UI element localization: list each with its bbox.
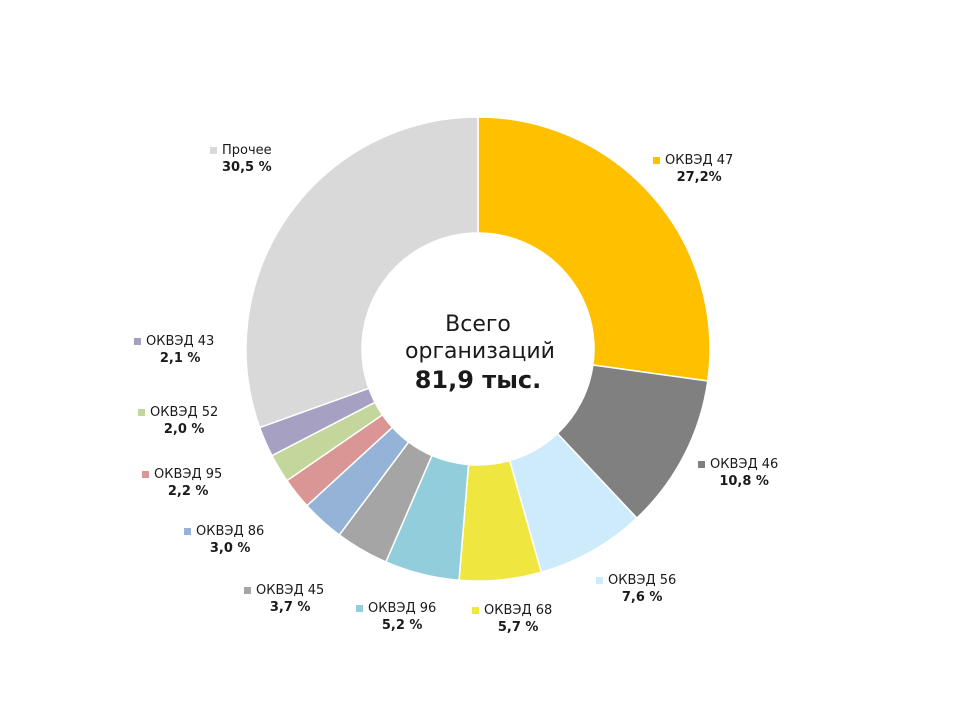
legend-swatch <box>653 157 660 164</box>
label-оквэд-43: ОКВЭД 43 2,1 % <box>134 334 214 366</box>
slice-name-label: ОКВЭД 46 <box>710 457 778 472</box>
slice-name-label: ОКВЭД 43 <box>146 334 214 349</box>
label-оквэд-95: ОКВЭД 95 2,2 % <box>142 467 222 499</box>
slice-name-label: ОКВЭД 47 <box>665 153 733 168</box>
legend-swatch <box>142 471 149 478</box>
slice-percent-label: 27,2% <box>677 170 722 185</box>
slice-percent-label: 30,5 % <box>222 160 272 175</box>
slice-оквэд-47 <box>477 116 711 382</box>
label-оквэд-96: ОКВЭД 96 5,2 % <box>356 601 436 633</box>
label-оквэд-86: ОКВЭД 86 3,0 % <box>184 524 264 556</box>
label-прочее: Прочее 30,5 % <box>210 143 272 175</box>
legend-swatch <box>596 577 603 584</box>
legend-swatch <box>356 605 363 612</box>
slice-name-label: ОКВЭД 52 <box>150 405 218 420</box>
label-оквэд-68: ОКВЭД 68 5,7 % <box>472 603 552 635</box>
slice-percent-label: 2,2 % <box>168 484 209 499</box>
center-total: 81,9 тыс. <box>415 366 542 394</box>
slice-name-label: ОКВЭД 96 <box>368 601 436 616</box>
legend-swatch <box>184 528 191 535</box>
slice-percent-label: 2,1 % <box>160 351 201 366</box>
legend-swatch <box>134 338 141 345</box>
center-title-line2: организаций <box>405 339 555 364</box>
label-оквэд-46: ОКВЭД 46 10,8 % <box>698 457 778 489</box>
chart-slices <box>245 116 711 582</box>
legend-swatch <box>138 409 145 416</box>
label-оквэд-52: ОКВЭД 52 2,0 % <box>138 405 218 437</box>
slice-name-label: ОКВЭД 68 <box>484 603 552 618</box>
slice-percent-label: 10,8 % <box>719 474 769 489</box>
slice-percent-label: 3,7 % <box>270 600 311 615</box>
center-title-line1: Всего <box>445 312 511 337</box>
label-оквэд-47: ОКВЭД 47 27,2% <box>653 153 733 185</box>
legend-swatch <box>472 607 479 614</box>
slice-name-label: ОКВЭД 56 <box>608 573 676 588</box>
slice-percent-label: 3,0 % <box>210 541 251 556</box>
center-caption: Всего организаций 81,9 тыс. <box>405 312 555 394</box>
slice-percent-label: 7,6 % <box>622 590 663 605</box>
slice-name-label: ОКВЭД 45 <box>256 583 324 598</box>
slice-name-label: ОКВЭД 86 <box>196 524 264 539</box>
slice-percent-label: 2,0 % <box>164 422 205 437</box>
legend-swatch <box>210 147 217 154</box>
label-оквэд-45: ОКВЭД 45 3,7 % <box>244 583 324 615</box>
slice-прочее <box>245 116 479 429</box>
slice-name-label: ОКВЭД 95 <box>154 467 222 482</box>
chart-labels: ОКВЭД 47 27,2% ОКВЭД 46 10,8 % ОКВЭД 56 7,6 %… <box>134 143 778 635</box>
slice-percent-label: 5,7 % <box>498 620 539 635</box>
slice-percent-label: 5,2 % <box>382 618 423 633</box>
legend-swatch <box>244 587 251 594</box>
slice-name-label: Прочее <box>222 143 272 158</box>
legend-swatch <box>698 461 705 468</box>
label-оквэд-56: ОКВЭД 56 7,6 % <box>596 573 676 605</box>
